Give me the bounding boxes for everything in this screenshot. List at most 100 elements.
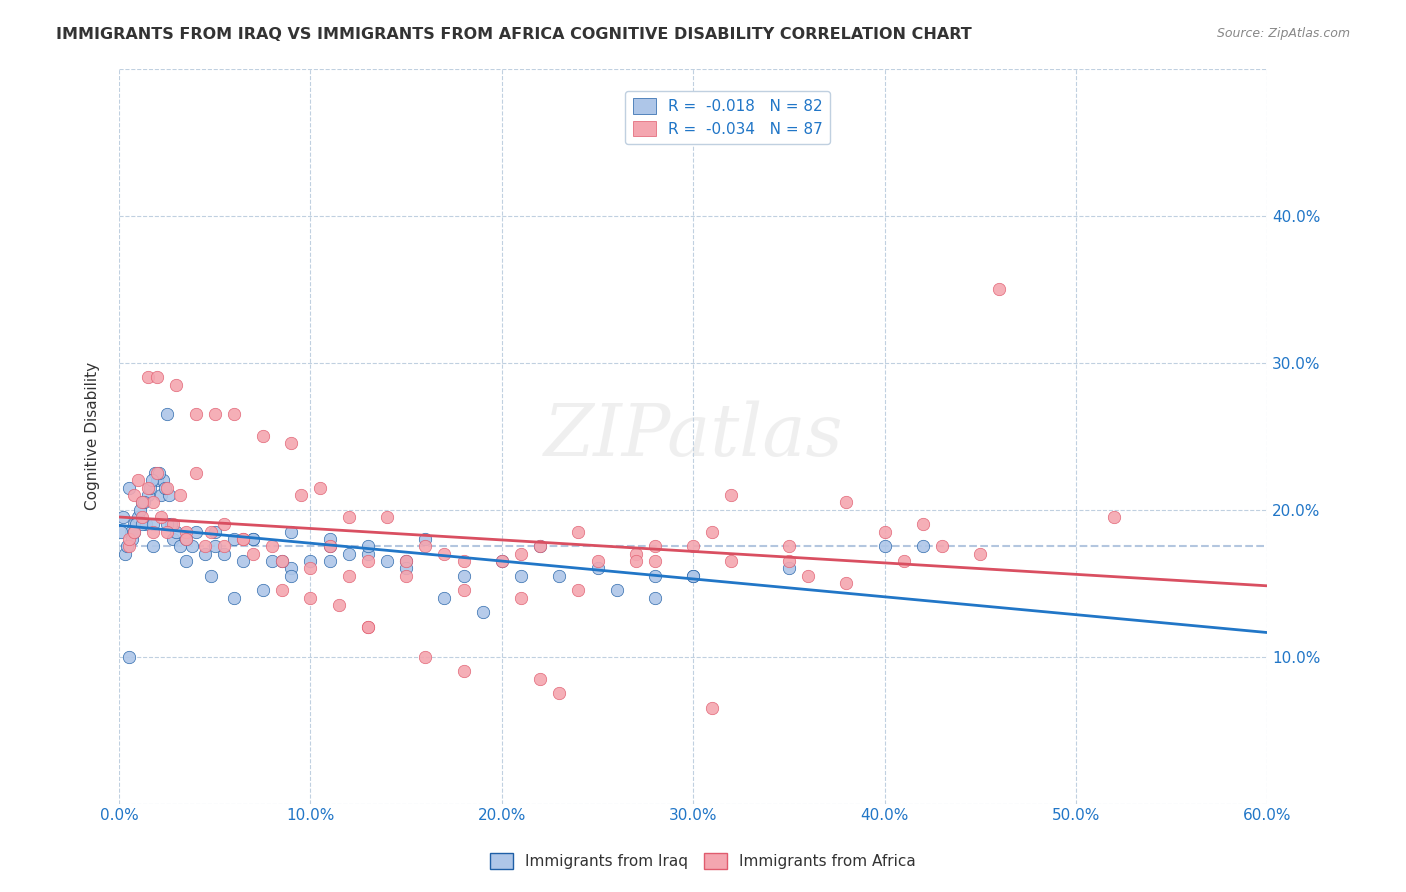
Point [453,665,475,679]
Point [453,554,475,568]
Point [911,539,934,553]
Legend: R =  -0.018   N = 82, R =  -0.034   N = 87: R = -0.018 N = 82, R = -0.034 N = 87 [626,91,830,145]
Point [413,649,436,664]
Point [624,547,647,561]
Point [169,488,191,502]
Point [136,370,159,384]
Point [169,539,191,553]
Point [156,517,179,532]
Point [644,554,666,568]
Point [375,554,398,568]
Point [131,517,153,532]
Point [232,554,254,568]
Point [125,517,148,532]
Point [150,488,173,502]
Point [682,568,704,582]
Point [280,561,302,575]
Point [262,539,284,553]
Point [644,591,666,605]
Point [262,554,284,568]
Point [624,554,647,568]
Point [252,583,274,598]
Point [152,473,174,487]
Point [702,701,724,715]
Point [194,539,217,553]
Point [893,554,915,568]
Point [117,649,139,664]
Point [318,554,340,568]
Point [166,524,188,539]
Point [797,568,820,582]
Point [141,473,163,487]
Point [491,554,513,568]
Point [357,547,380,561]
Point [117,532,139,546]
Point [873,524,896,539]
Point [132,495,155,509]
Point [148,466,170,480]
Point [214,539,236,553]
Point [413,532,436,546]
Point [433,547,456,561]
Point [778,561,800,575]
Point [873,539,896,553]
Text: IMMIGRANTS FROM IRAQ VS IMMIGRANTS FROM AFRICA COGNITIVE DISABILITY CORRELATION : IMMIGRANTS FROM IRAQ VS IMMIGRANTS FROM … [56,27,972,42]
Point [433,591,456,605]
Legend: Immigrants from Iraq, Immigrants from Africa: Immigrants from Iraq, Immigrants from Af… [484,847,922,875]
Point [174,532,197,546]
Point [299,591,322,605]
Point [214,547,236,561]
Point [328,598,350,612]
Point [174,524,197,539]
Point [375,510,398,524]
Point [156,524,179,539]
Point [162,532,184,546]
Point [120,524,142,539]
Point [280,568,302,582]
Text: ZIPatlas: ZIPatlas [543,401,844,471]
Point [299,554,322,568]
Point [720,554,742,568]
Point [222,591,245,605]
Point [146,466,169,480]
Point [117,539,139,553]
Point [337,510,360,524]
Point [510,568,533,582]
Point [131,495,153,509]
Point [548,686,571,700]
Point [131,495,153,509]
Point [124,517,146,532]
Point [146,473,169,487]
Point [138,481,160,495]
Point [357,620,380,634]
Point [453,583,475,598]
Point [529,539,551,553]
Point [204,539,226,553]
Point [135,517,157,532]
Point [280,436,302,450]
Point [127,510,149,524]
Point [290,488,312,502]
Point [194,547,217,561]
Point [222,532,245,546]
Point [232,532,254,546]
Point [357,620,380,634]
Point [586,554,609,568]
Point [142,524,165,539]
Point [159,517,181,532]
Point [121,532,143,546]
Point [124,524,146,539]
Point [357,554,380,568]
Point [204,407,226,421]
Point [146,370,169,384]
Point [150,510,173,524]
Point [682,539,704,553]
Point [453,568,475,582]
Point [174,554,197,568]
Point [682,568,704,582]
Point [720,488,742,502]
Point [606,583,628,598]
Point [162,517,184,532]
Point [222,407,245,421]
Point [200,524,222,539]
